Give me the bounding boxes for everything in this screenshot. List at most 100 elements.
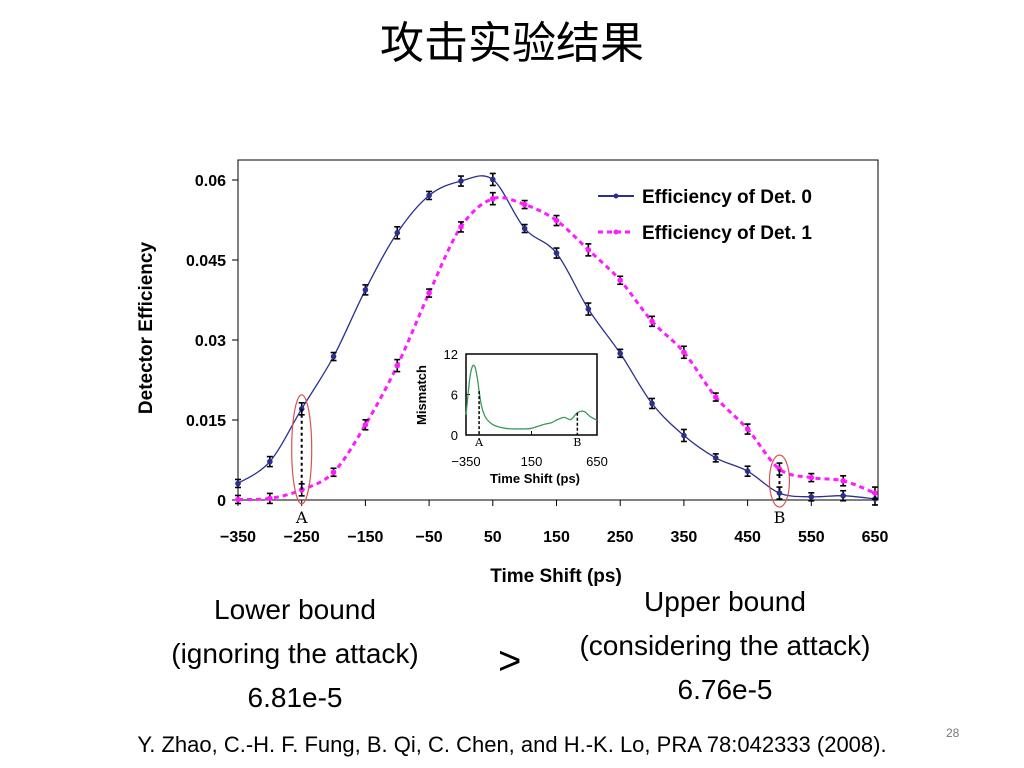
- slide-title: 攻击实验结果: [380, 18, 644, 69]
- x-tick-label: 650: [862, 529, 889, 546]
- marker: [330, 469, 337, 476]
- marker: [585, 247, 592, 253]
- inset-y-tick-label: 0: [451, 428, 458, 443]
- marker: [585, 306, 592, 312]
- marker: [744, 468, 751, 475]
- upper-bound-note: (considering the attack): [579, 630, 871, 661]
- upper-bound-title: Upper bound: [644, 586, 806, 617]
- marker: [553, 250, 560, 256]
- data-point-det0-x600: [840, 489, 847, 502]
- plot-frame: [237, 159, 879, 501]
- marker: [458, 224, 464, 230]
- marker: [617, 277, 623, 284]
- data-point-det0-x-350: [235, 478, 241, 489]
- marker: [330, 353, 337, 360]
- x-tick-label: −350: [220, 529, 256, 546]
- data-point-det0-x-100: [394, 226, 401, 240]
- x-tick-label: 250: [607, 529, 634, 546]
- x-tick-label: 50: [484, 529, 502, 546]
- data-point-det1-x400: [712, 392, 719, 402]
- inset-marker-label-B: B: [573, 436, 581, 449]
- data-point-det1-x200: [585, 243, 592, 257]
- marker: [681, 349, 687, 356]
- marker: [649, 400, 655, 407]
- marker: [840, 478, 846, 484]
- marker: [872, 490, 878, 496]
- data-point-det1-x650: [872, 486, 878, 500]
- marker: [490, 176, 496, 183]
- marker: [394, 230, 401, 236]
- marker-label-B: B: [774, 508, 786, 527]
- data-point-det1-x300: [649, 315, 656, 328]
- y-tick-label: 0.015: [186, 413, 226, 430]
- x-tick-label: 350: [671, 529, 698, 546]
- marker-label-A: A: [295, 508, 308, 527]
- data-point-det1-x-50: [426, 288, 433, 298]
- marker: [808, 474, 815, 481]
- x-axis-label: Time Shift (ps): [490, 566, 622, 587]
- data-point-det0-x400: [712, 453, 719, 463]
- marker: [267, 458, 273, 465]
- marker: [808, 494, 815, 500]
- data-point-det1-x500: [776, 462, 783, 476]
- marker: [649, 318, 655, 325]
- data-point-det1-x250: [617, 275, 624, 286]
- data-point-det0-x450: [744, 465, 751, 478]
- y-axis-label: Detector Efficiency: [136, 242, 157, 415]
- data-point-det0-x0: [457, 175, 464, 187]
- slide-number: 28: [946, 726, 960, 740]
- marker: [426, 290, 432, 296]
- y-tick-label: 0: [217, 493, 226, 510]
- inset-marker-label-A: A: [474, 436, 484, 449]
- data-point-det1-x-200: [330, 467, 337, 478]
- marker: [712, 394, 719, 400]
- data-point-det0-x350: [680, 428, 687, 443]
- data-point-det0-x-300: [266, 455, 273, 468]
- marker: [617, 350, 623, 357]
- marker: [426, 192, 432, 199]
- marker: [681, 432, 687, 439]
- data-point-det1-x550: [808, 472, 815, 483]
- data-point-det0-x250: [617, 348, 624, 359]
- inset-y-tick-label: 12: [444, 347, 458, 362]
- marker: [521, 201, 528, 208]
- efficiency-chart: 0 0.015 0.03 0.045 0.06 −350 −250 −150 −50 50 150 2…: [136, 159, 889, 587]
- data-point-det1-x600: [840, 474, 847, 487]
- upper-bound-block: Upper bound (considering the attack) 6.7…: [540, 580, 910, 712]
- legend-label-det1: Efficiency of Det. 1: [642, 223, 812, 244]
- inset-x-tick-label: 650: [586, 454, 608, 469]
- data-point-det1-x150: [553, 214, 560, 227]
- lower-bound-note: (ignoring the attack): [171, 638, 419, 669]
- marker: [394, 362, 401, 369]
- x-tick-label: 550: [798, 529, 825, 546]
- marker-ellipse-A: [291, 394, 313, 505]
- marker: [490, 195, 496, 202]
- marker: [362, 287, 369, 293]
- y-tick-label: 0.06: [195, 173, 226, 190]
- marker: [712, 455, 719, 461]
- y-tick-label: 0.03: [195, 333, 226, 350]
- data-point-det0-x200: [585, 302, 592, 316]
- legend-marker-det0: [613, 193, 619, 199]
- inset-y-axis-label: Mismatch: [414, 365, 429, 425]
- data-point-det1-x350: [680, 345, 687, 360]
- lower-bound-block: Lower bound (ignoring the attack) 6.81e-…: [110, 588, 480, 720]
- marker: [458, 178, 464, 184]
- marker: [776, 490, 783, 496]
- data-point-det0-x550: [808, 491, 815, 502]
- data-point-det0-x150: [553, 247, 560, 259]
- x-tick-label: −150: [347, 529, 383, 546]
- greater-than-sign: >: [498, 639, 522, 683]
- legend-label-det0: Efficiency of Det. 0: [642, 187, 812, 208]
- data-point-det1-x-250: [298, 483, 305, 497]
- marker: [362, 422, 369, 428]
- lower-bound-title: Lower bound: [214, 594, 376, 625]
- marker: [267, 495, 273, 502]
- data-point-det0-x50: [489, 172, 496, 187]
- data-point-det0-x-50: [426, 190, 433, 201]
- data-point-det1-x-150: [362, 418, 369, 431]
- marker: [298, 487, 305, 493]
- x-tick-label: 150: [543, 529, 570, 546]
- data-point-det1-x0: [457, 221, 464, 233]
- marker: [235, 496, 241, 503]
